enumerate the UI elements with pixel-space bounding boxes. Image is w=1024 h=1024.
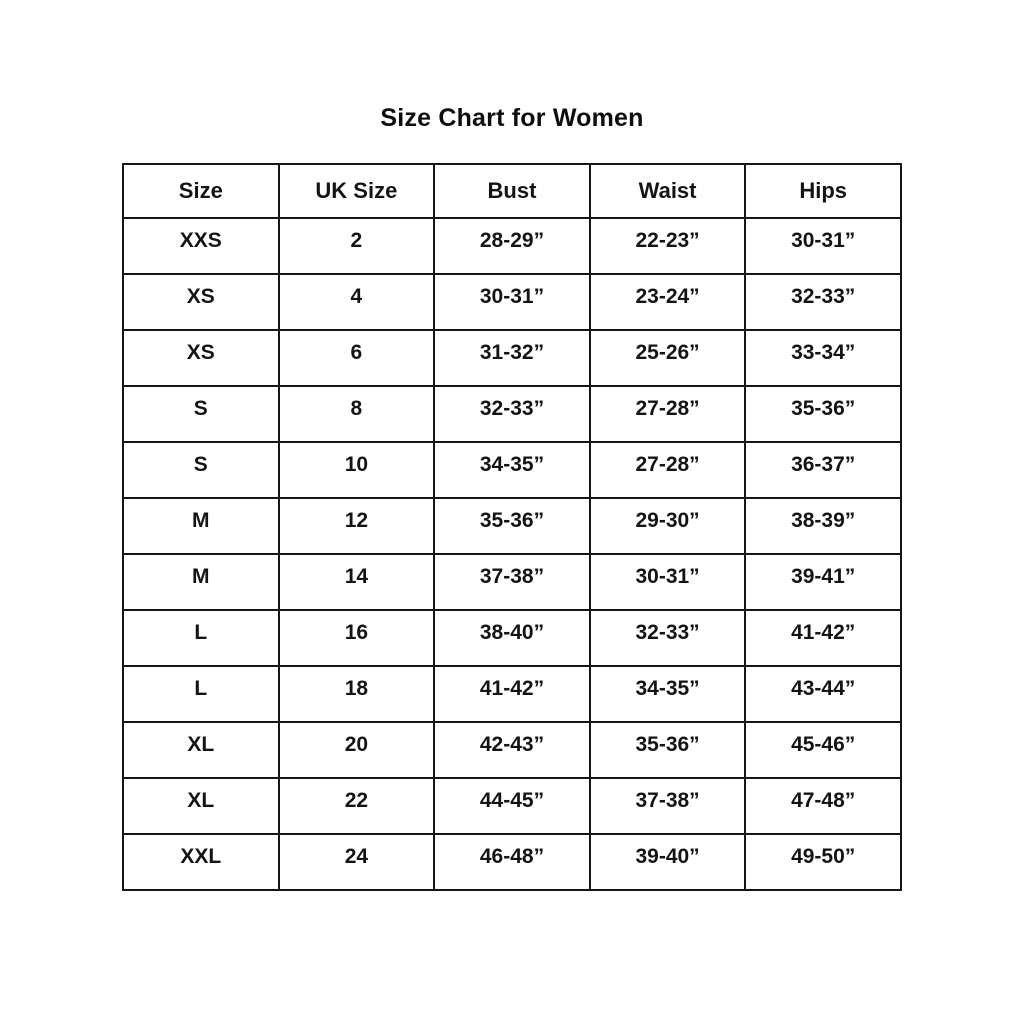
table-cell: M [122, 553, 280, 611]
column-header: Size [122, 163, 280, 219]
table-row: XXL 24 46-48” 39-40” 49-50” [122, 833, 902, 891]
table-cell: 30-31” [744, 217, 902, 275]
table-cell: 35-36” [433, 497, 591, 555]
table-cell: 23-24” [588, 273, 747, 331]
table-cell: 34-35” [588, 665, 747, 723]
table-row: XS 6 31-32” 25-26” 33-34” [122, 329, 902, 387]
table-cell: XS [122, 273, 280, 331]
table-row: L 18 41-42” 34-35” 43-44” [122, 665, 902, 723]
table-cell: 12 [277, 497, 436, 555]
table-cell: XXS [122, 217, 280, 275]
table-cell: 2 [277, 217, 436, 275]
table-cell: 14 [277, 553, 436, 611]
table-cell: 8 [277, 385, 436, 443]
table-cell: 37-38” [433, 553, 591, 611]
table-cell: L [122, 609, 280, 667]
table-cell: 30-31” [588, 553, 747, 611]
table-cell: 46-48” [433, 833, 591, 891]
table-row: XS 4 30-31” 23-24” 32-33” [122, 273, 902, 331]
table-row: XL 20 42-43” 35-36” 45-46” [122, 721, 902, 779]
table-cell: 35-36” [588, 721, 747, 779]
table-cell: 39-40” [588, 833, 747, 891]
table-cell: 41-42” [433, 665, 591, 723]
table-cell: 32-33” [433, 385, 591, 443]
column-header: UK Size [277, 163, 436, 219]
table-cell: 22-23” [588, 217, 747, 275]
table-cell: 32-33” [744, 273, 902, 331]
column-header: Hips [744, 163, 902, 219]
header-row: Size UK Size Bust Waist Hips [122, 163, 902, 219]
table-cell: 34-35” [433, 441, 591, 499]
table-row: L 16 38-40” 32-33” 41-42” [122, 609, 902, 667]
column-header: Bust [433, 163, 591, 219]
table-row: XL 22 44-45” 37-38” 47-48” [122, 777, 902, 835]
table-body: XXS 2 28-29” 22-23” 30-31” XS 4 30-31” 23-24” 32-… [122, 217, 902, 891]
table-cell: 28-29” [433, 217, 591, 275]
table-cell: 41-42” [744, 609, 902, 667]
table-cell: 25-26” [588, 329, 747, 387]
table-cell: 33-34” [744, 329, 902, 387]
table-row: S 10 34-35” 27-28” 36-37” [122, 441, 902, 499]
table-cell: 49-50” [744, 833, 902, 891]
table-cell: S [122, 441, 280, 499]
table-cell: 31-32” [433, 329, 591, 387]
table-cell: 10 [277, 441, 436, 499]
table-cell: XXL [122, 833, 280, 891]
table-cell: XS [122, 329, 280, 387]
table-cell: 38-40” [433, 609, 591, 667]
table-cell: 27-28” [588, 441, 747, 499]
table-cell: 27-28” [588, 385, 747, 443]
table-cell: 39-41” [744, 553, 902, 611]
table-cell: 37-38” [588, 777, 747, 835]
table-cell: 29-30” [588, 497, 747, 555]
table-cell: 16 [277, 609, 436, 667]
table-cell: 4 [277, 273, 436, 331]
table-cell: 6 [277, 329, 436, 387]
table-cell: 18 [277, 665, 436, 723]
column-header: Waist [588, 163, 747, 219]
table-cell: XL [122, 777, 280, 835]
table-cell: 24 [277, 833, 436, 891]
table-row: M 14 37-38” 30-31” 39-41” [122, 553, 902, 611]
table-cell: 20 [277, 721, 436, 779]
table-cell: 36-37” [744, 441, 902, 499]
page-title: Size Chart for Women [380, 104, 644, 132]
table-cell: 22 [277, 777, 436, 835]
table-cell: 35-36” [744, 385, 902, 443]
table-cell: L [122, 665, 280, 723]
table-cell: 38-39” [744, 497, 902, 555]
table-cell: 32-33” [588, 609, 747, 667]
table-cell: 30-31” [433, 273, 591, 331]
table-row: S 8 32-33” 27-28” 35-36” [122, 385, 902, 443]
table-cell: XL [122, 721, 280, 779]
table-cell: M [122, 497, 280, 555]
table-cell: 45-46” [744, 721, 902, 779]
size-chart-table: Size UK Size Bust Waist Hips XXS 2 28-29” 22-23… [122, 163, 902, 891]
table-cell: 44-45” [433, 777, 591, 835]
table-cell: S [122, 385, 280, 443]
table-row: M 12 35-36” 29-30” 38-39” [122, 497, 902, 555]
table-cell: 47-48” [744, 777, 902, 835]
table-cell: 43-44” [744, 665, 902, 723]
table-row: XXS 2 28-29” 22-23” 30-31” [122, 217, 902, 275]
table-header: Size UK Size Bust Waist Hips [122, 163, 902, 219]
table-cell: 42-43” [433, 721, 591, 779]
